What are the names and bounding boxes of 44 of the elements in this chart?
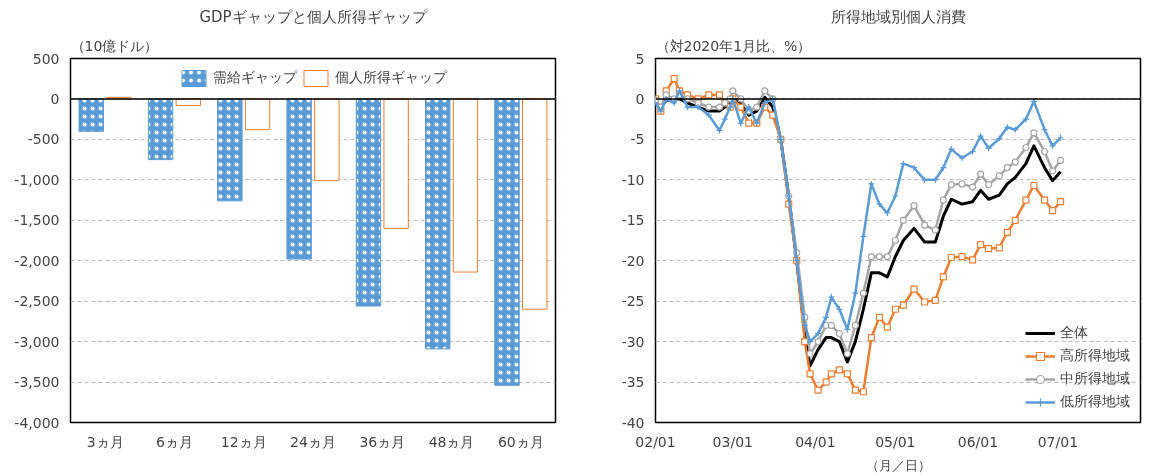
y-tick-label: -35 [621,374,645,391]
x-tick-label: 48ヵ月 [428,433,475,450]
y-tick-label: -3,000 [14,333,60,350]
x-tick-label: 24ヵ月 [290,433,336,450]
y-tick-label: -1,000 [14,171,60,188]
y-tick-label: -4,000 [14,414,60,431]
legend-label: 中所得地域 [1060,370,1130,388]
x-tick-label: 06/01 [957,433,999,450]
x-axis-title: （月／日） [865,457,931,473]
y-tick-label: -20 [621,252,645,269]
legend-label: 全体 [1060,324,1088,342]
y-tick-label: -40 [621,414,645,431]
y-tick-label: -1,500 [14,212,60,229]
y-tick-label: -30 [621,333,645,350]
x-tick-label: 60ヵ月 [497,433,544,450]
y-tick-label: 0 [635,90,645,107]
chart-title: GDPギャップと個人所得ギャップ [199,7,428,26]
y-tick-label: -5 [630,131,645,148]
x-tick-label: 03/01 [712,433,753,450]
chart-title: 所得地域別個人消費 [830,7,966,26]
legend-label: 低所得地域 [1060,393,1130,411]
x-tick-label: 6ヵ月 [155,433,193,450]
y-tick-label: -10 [621,171,645,188]
x-tick-label: 36ヵ月 [359,433,406,450]
x-tick-label: 02/01 [635,433,676,450]
y-axis-title: （10億ドル） [70,37,159,54]
y-tick-label: -2,000 [14,252,60,269]
y-tick-label: 0 [50,90,60,107]
y-tick-label: 5 [635,50,645,67]
y-tick-label: -15 [621,212,645,229]
y-tick-label: 500 [32,50,60,67]
x-tick-label: 05/01 [875,433,916,450]
y-tick-label: -500 [27,131,60,148]
legend-label: 高所得地域 [1060,347,1130,365]
legend-label: 需給ギャップ [213,69,297,87]
x-tick-label: 3ヵ月 [86,433,124,450]
x-tick-label: 07/01 [1037,433,1079,450]
y-tick-label: -3,500 [14,374,60,391]
y-tick-label: -25 [621,293,645,310]
legend-label: 個人所得ギャップ [335,69,447,87]
x-tick-label: 12ヵ月 [220,433,267,450]
y-tick-label: -2,500 [14,293,60,310]
y-axis-title: （対2020年1月比、%） [655,37,812,54]
x-tick-label: 04/01 [795,433,836,450]
